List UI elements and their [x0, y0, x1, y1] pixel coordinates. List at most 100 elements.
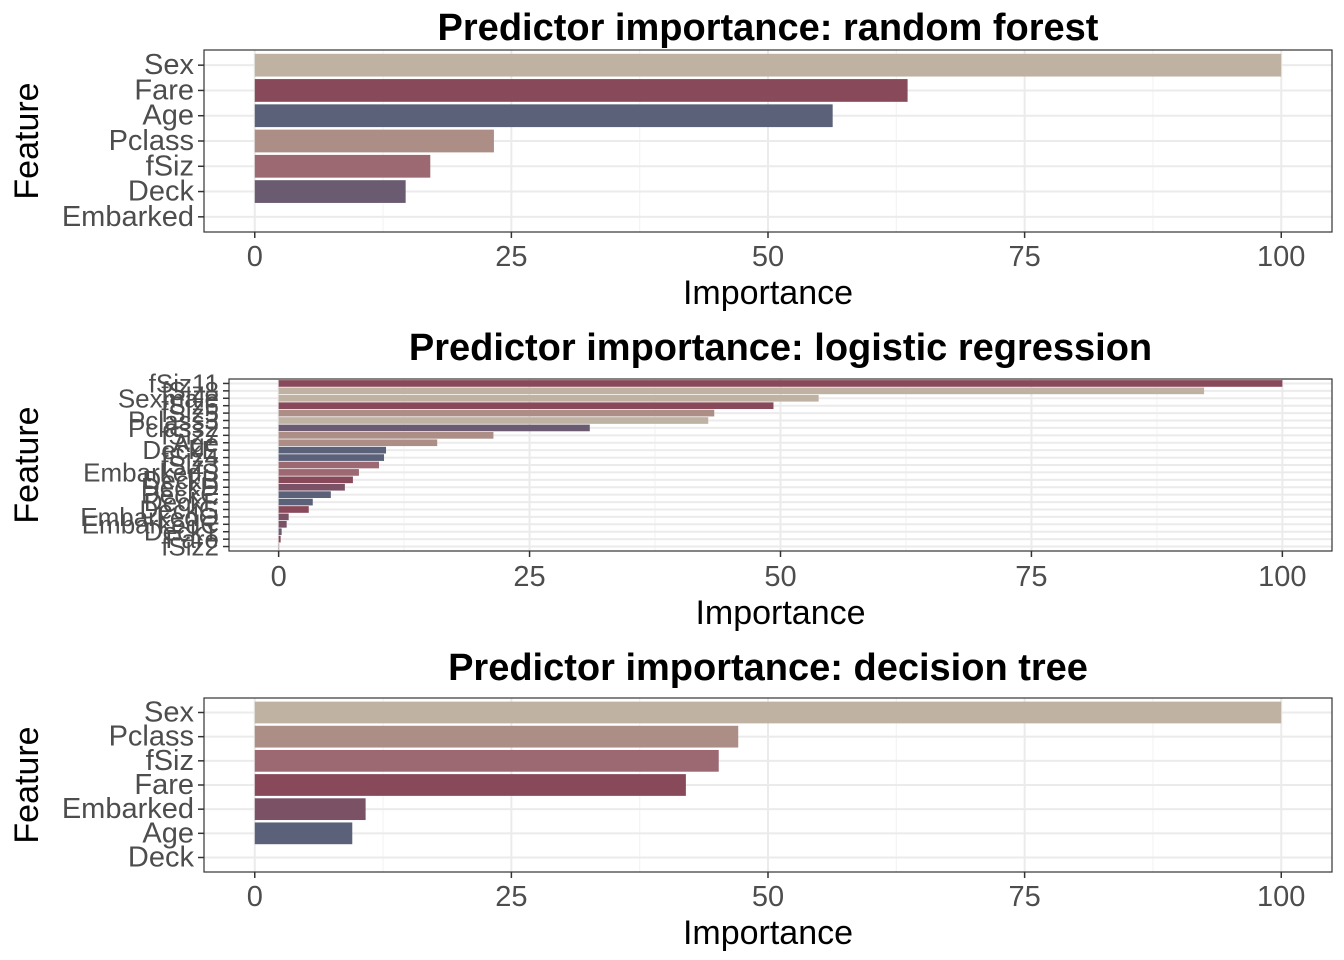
bar-fSiz4 [278, 454, 385, 461]
bar-fSiz7 [278, 432, 494, 439]
chart-title: Predictor importance: logistic regressio… [409, 327, 1152, 369]
x-tick-label: 25 [513, 561, 545, 593]
bar-EmbarkedC [278, 520, 287, 528]
category-label: DeckG [140, 494, 219, 524]
x-tick-label: 25 [495, 881, 527, 913]
bar-DeckT [278, 528, 282, 536]
category-label: EmbarkedS [83, 457, 219, 487]
chart-panel-2: fSiz11fSiz8SexmalefSiz6fSiz5Pclass3Pclas… [8, 327, 1333, 632]
x-tick-label: 100 [1257, 881, 1305, 913]
chart-title: Predictor importance: random forest [438, 7, 1099, 49]
chart-title: Predictor importance: decision tree [448, 647, 1088, 689]
category-label: Pclass [109, 721, 194, 753]
bar-Age [278, 439, 438, 447]
bar-Pclass2 [278, 424, 590, 432]
bar-Embarked [254, 798, 366, 821]
bar-EmbarkedQ [278, 513, 289, 521]
category-label: Embarked [62, 201, 194, 233]
category-label: Embarked [62, 793, 194, 825]
category-label: fSiz3 [161, 450, 219, 480]
x-tick-label: 25 [495, 241, 527, 273]
bar-Pclass [254, 129, 494, 153]
x-tick-label: 50 [764, 561, 796, 593]
category-label: fSiz8 [161, 376, 219, 406]
bar-DeckD [278, 483, 345, 491]
bar-fSiz2 [278, 543, 280, 550]
bar-Fare [278, 535, 281, 543]
bars [254, 701, 1282, 845]
category-label: fSiz7 [161, 420, 219, 450]
category-label: EmbarkedQ [80, 502, 219, 532]
bar-Sex [254, 701, 1282, 724]
bar-Fare [254, 774, 686, 796]
x-tick-label: 75 [1008, 881, 1040, 913]
category-label: Sexmale [118, 383, 219, 413]
category-label: DeckT [144, 517, 219, 547]
category-label: fSiz6 [161, 391, 219, 421]
bar-DeckB [278, 476, 353, 484]
category-label: DeckC [141, 480, 219, 510]
bar-fSiz5 [278, 409, 715, 417]
category-label: Age [173, 428, 219, 458]
category-label: fSiz5 [161, 398, 219, 428]
category-label: Fare [134, 74, 194, 106]
category-label: DeckD [141, 472, 219, 502]
x-tick-label: 100 [1257, 241, 1305, 273]
bar-Pclass3 [278, 417, 709, 424]
bar-Pclass [254, 725, 739, 748]
category-label: fSiz2 [161, 532, 219, 562]
y-axis-title: Feature [8, 406, 46, 523]
category-label: Age [142, 817, 194, 849]
x-tick-label: 50 [752, 881, 784, 913]
x-axis-title: Importance [683, 914, 853, 952]
category-label: Sex [144, 697, 194, 729]
x-tick-label: 0 [247, 881, 263, 913]
bar-Age [254, 104, 833, 128]
bar-fSiz [254, 154, 431, 178]
category-label: Pclass3 [128, 406, 219, 436]
category-label: Deck [128, 176, 195, 208]
category-label: Deck [128, 842, 195, 874]
bar-fSiz3 [278, 461, 380, 469]
category-label: Fare [134, 769, 194, 801]
bar-Fare [254, 79, 908, 102]
bar-DeckE [278, 446, 387, 454]
y-axis-title: Feature [8, 726, 46, 843]
x-tick-label: 75 [1008, 241, 1040, 273]
category-label: EmbarkedC [82, 509, 219, 539]
bar-DeckC [278, 491, 331, 498]
category-label: fSiz [146, 745, 194, 777]
x-tick-label: 75 [1015, 561, 1047, 593]
bars [278, 380, 1283, 550]
category-label: DeckE [142, 435, 219, 465]
x-tick-label: 100 [1258, 561, 1306, 593]
category-label: Pclass2 [128, 413, 219, 443]
category-label: Pclass [109, 125, 194, 157]
category-label: Fare [166, 524, 219, 554]
category-label: fSiz11 [149, 368, 219, 398]
bar-Age [254, 822, 353, 845]
bar-DeckF [278, 498, 313, 506]
bar-fSiz6 [278, 402, 774, 410]
bar-DeckG [278, 506, 309, 513]
category-label: DeckB [142, 465, 219, 495]
category-label: fSiz [146, 150, 194, 182]
bar-EmbarkedS [278, 469, 359, 476]
bars [254, 53, 1282, 203]
bar-fSiz11 [278, 380, 1283, 387]
bar-Deck [254, 180, 406, 203]
x-tick-label: 0 [247, 241, 263, 273]
category-label: DeckF [144, 487, 219, 517]
x-tick-label: 50 [752, 241, 784, 273]
x-tick-label: 0 [271, 561, 287, 593]
bar-fSiz8 [278, 387, 1205, 395]
x-axis-title: Importance [695, 594, 865, 632]
category-label: Age [142, 100, 194, 132]
category-label: fSiz4 [161, 443, 219, 473]
bar-Sex [254, 53, 1282, 77]
category-label: Sex [144, 49, 194, 81]
bar-Sexmale [278, 394, 819, 402]
